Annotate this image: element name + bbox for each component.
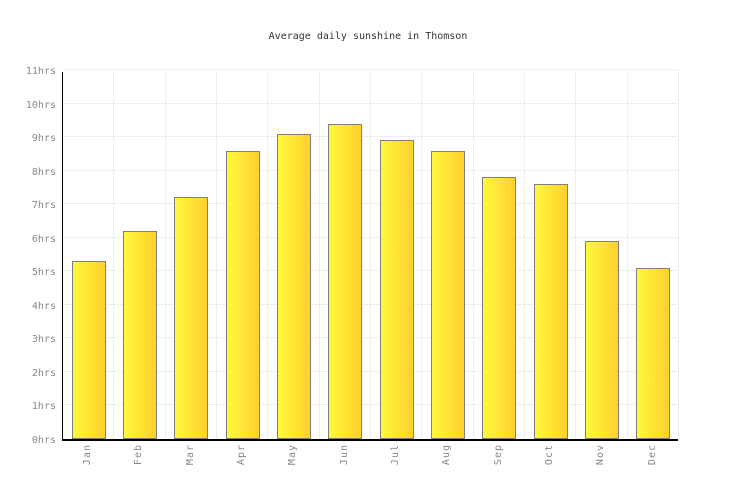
plot-area	[62, 69, 679, 441]
v-gridline	[626, 72, 628, 439]
bar-jul	[379, 140, 414, 439]
y-tick-label: 3hrs	[31, 334, 56, 346]
y-tick-label: 0hrs	[31, 435, 56, 446]
bar-mar	[174, 197, 209, 439]
v-gridline	[421, 72, 423, 439]
x-tick-cell: Sep	[473, 444, 524, 488]
bar-jan	[71, 261, 106, 439]
y-tick-label: 7hrs	[31, 200, 56, 212]
bar-may	[277, 133, 311, 439]
bar-feb	[123, 231, 157, 439]
x-tick-label-jan: Jan	[82, 444, 94, 466]
v-gridline	[318, 72, 320, 439]
x-tick-cell: Jul	[370, 444, 421, 488]
x-tick-label-nov: Nov	[595, 444, 607, 466]
x-tick-cell: Oct	[524, 444, 575, 488]
y-tick-label: 5hrs	[31, 267, 56, 279]
x-tick-label-mar: Mar	[184, 444, 196, 466]
x-tick-label-jul: Jul	[390, 444, 402, 466]
y-tick-label: 10hrs	[25, 99, 56, 111]
y-tick-label: 1hrs	[31, 401, 56, 413]
v-gridline	[113, 72, 115, 439]
v-gridline	[472, 72, 474, 439]
x-tick-cell: Jun	[319, 444, 370, 488]
v-gridline	[164, 72, 166, 439]
y-tick-label: 11hrs	[25, 66, 56, 77]
v-gridline	[216, 72, 217, 439]
x-tick-label-may: May	[287, 444, 299, 466]
bar-nov	[585, 241, 619, 439]
h-gridline	[63, 69, 678, 70]
x-tick-cell: Nov	[575, 444, 626, 488]
v-gridline	[575, 72, 577, 439]
x-tick-label-oct: Oct	[544, 444, 556, 466]
x-tick-label-feb: Feb	[133, 444, 145, 466]
bar-aug	[431, 150, 465, 439]
bar-sep	[482, 177, 517, 439]
v-gridline	[267, 72, 269, 439]
chart-title: Average daily sunshine in Thomson	[268, 31, 468, 42]
x-tick-cell: Apr	[216, 444, 267, 488]
x-tick-label-jun: Jun	[338, 444, 350, 466]
x-tick-cell: Jan	[62, 444, 113, 488]
y-tick-label: 4hrs	[31, 300, 56, 312]
x-tick-cell: Dec	[627, 444, 678, 488]
bar-jun	[328, 123, 363, 439]
x-tick-label-sep: Sep	[492, 444, 504, 466]
x-tick-cell: Feb	[113, 444, 164, 488]
bar-apr	[225, 150, 260, 439]
x-tick-label-dec: Dec	[646, 444, 658, 466]
y-tick-label: 8hrs	[31, 166, 56, 178]
x-tick-label-aug: Aug	[441, 444, 453, 466]
y-tick-label: 2hrs	[31, 367, 56, 379]
bar-oct	[533, 184, 568, 439]
bar-dec	[636, 267, 671, 439]
x-tick-cell: May	[267, 444, 318, 488]
y-tick-label: 6hrs	[31, 233, 56, 245]
x-tick-cell: Aug	[421, 444, 472, 488]
x-tick-cell: Mar	[165, 444, 216, 488]
x-tick-label-apr: Apr	[236, 444, 248, 466]
v-gridline	[678, 72, 679, 439]
v-gridline	[524, 72, 525, 439]
y-tick-label: 9hrs	[31, 133, 56, 145]
v-gridline	[370, 72, 371, 439]
